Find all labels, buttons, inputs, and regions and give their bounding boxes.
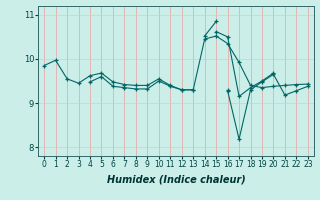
X-axis label: Humidex (Indice chaleur): Humidex (Indice chaleur) xyxy=(107,175,245,185)
